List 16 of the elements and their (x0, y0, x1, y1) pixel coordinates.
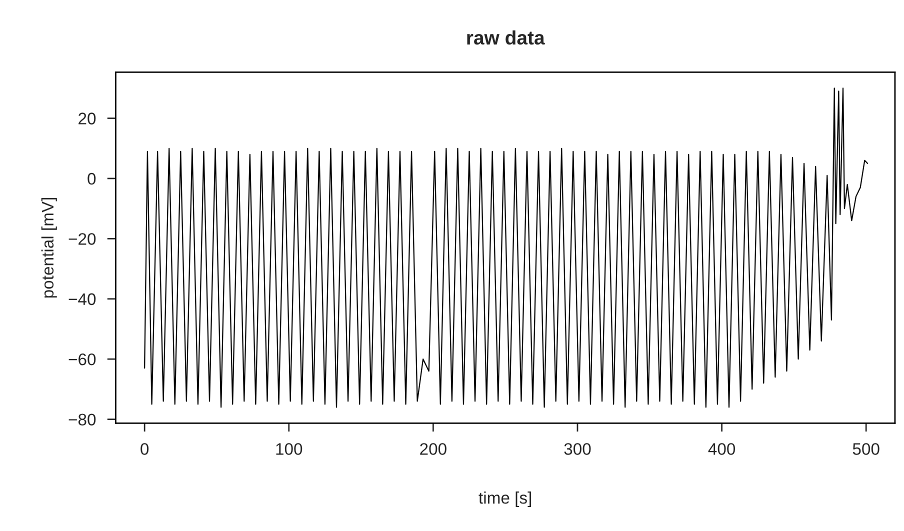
line-series (144, 88, 868, 408)
x-axis-title: time [s] (478, 492, 532, 508)
x-tick-label: 400 (708, 443, 736, 455)
y-tick-label: 0 (88, 172, 96, 185)
chart-title: raw data (467, 30, 545, 45)
y-tick-label: −80 (68, 414, 96, 426)
x-tick-label: 500 (852, 443, 880, 455)
x-tick-label: 100 (276, 443, 302, 455)
x-tick-label: 0 (140, 443, 149, 455)
y-tick-label: −40 (68, 293, 96, 306)
y-tick-label: −20 (68, 233, 96, 245)
x-tick-label: 300 (564, 443, 591, 455)
y-axis-title: potential [mV] (41, 198, 57, 298)
x-tick-label: 200 (420, 443, 446, 455)
y-tick-label: −60 (68, 353, 96, 366)
y-tick-label: 20 (78, 112, 96, 124)
